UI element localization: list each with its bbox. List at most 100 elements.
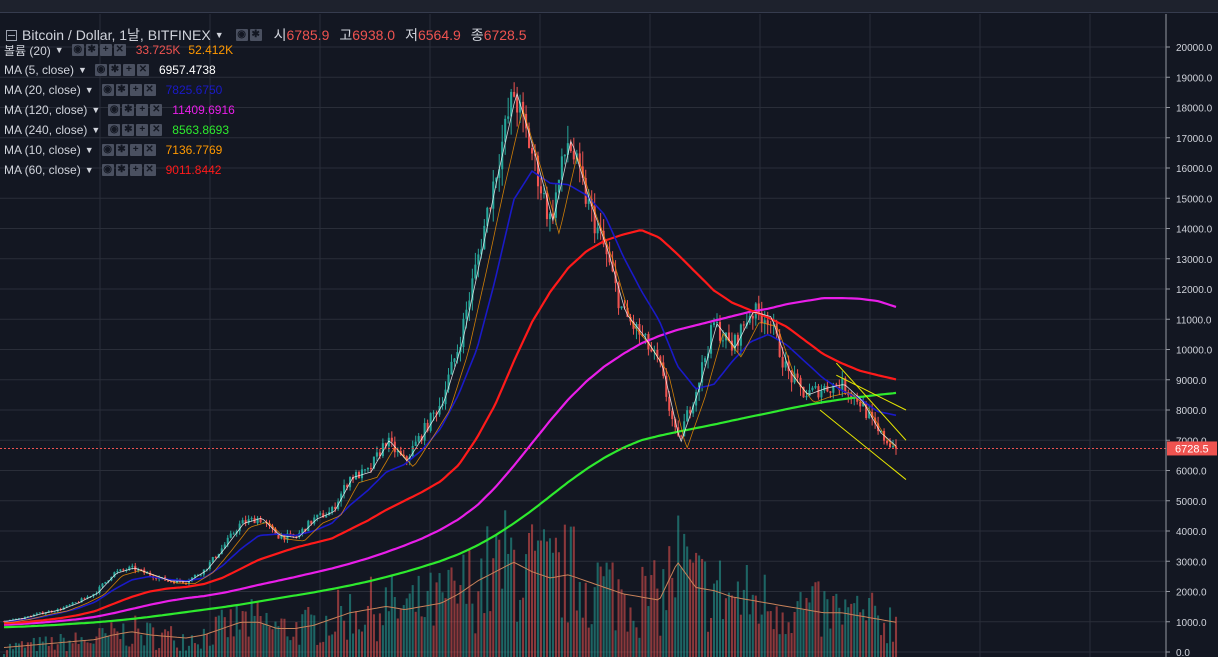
- eye-icon[interactable]: ◉: [108, 124, 121, 136]
- volume-bar: [641, 566, 644, 657]
- volume-bar: [530, 524, 534, 657]
- indicator-name[interactable]: MA (5, close): [4, 63, 75, 77]
- eye-icon[interactable]: ◉: [101, 164, 114, 176]
- indicator-row[interactable]: MA (60, close) ▼ ◉ ✱ + ✕ 9011.8442: [4, 160, 235, 180]
- indicator-name[interactable]: MA (60, close): [4, 163, 81, 177]
- gear-icon[interactable]: ✱: [122, 104, 135, 116]
- volume-bar: [196, 644, 199, 657]
- indicator-row[interactable]: MA (5, close) ▼ ◉ ✱ + ✕ 6957.4738: [4, 60, 235, 80]
- indicator-row[interactable]: MA (10, close) ▼ ◉ ✱ + ✕ 7136.7769: [4, 140, 235, 160]
- collapse-icon[interactable]: [6, 29, 17, 41]
- symbol-title[interactable]: Bitcoin / Dollar, 1날, BITFINEX: [22, 27, 211, 43]
- volume-bar: [178, 650, 182, 657]
- plus-icon[interactable]: +: [99, 44, 112, 56]
- eye-icon[interactable]: ◉: [235, 29, 248, 41]
- volume-bar: [695, 552, 698, 657]
- volume-bar: [387, 611, 390, 657]
- chevron-down-icon[interactable]: ▼: [214, 30, 224, 40]
- chevron-down-icon[interactable]: ▼: [54, 45, 64, 55]
- indicator-row[interactable]: MA (240, close) ▼ ◉ ✱ + ✕ 8563.8693: [4, 120, 235, 140]
- candle-body: [432, 412, 435, 414]
- volume-bar: [262, 623, 265, 657]
- trendline-upper-2: [835, 362, 907, 441]
- candle-body: [402, 454, 405, 457]
- volume-bar: [692, 562, 695, 657]
- volume-bar: [405, 598, 408, 657]
- indicator-row[interactable]: MA (120, close) ▼ ◉ ✱ + ✕ 11409.6916: [4, 100, 235, 120]
- gear-icon[interactable]: ✱: [108, 64, 121, 76]
- eye-icon[interactable]: ◉: [108, 104, 121, 116]
- plus-icon[interactable]: +: [122, 64, 135, 76]
- volume-bar: [611, 562, 614, 657]
- volume-bar: [226, 637, 229, 657]
- eye-icon[interactable]: ◉: [71, 44, 84, 56]
- close-icon[interactable]: ✕: [143, 144, 156, 156]
- gear-icon[interactable]: ✱: [115, 164, 128, 176]
- volume-bar: [859, 612, 862, 657]
- plus-icon[interactable]: +: [136, 104, 149, 116]
- candle-body: [414, 441, 417, 446]
- eye-icon[interactable]: ◉: [101, 84, 114, 96]
- volume-bar: [441, 592, 444, 657]
- candle-body: [751, 315, 754, 319]
- volume-bar: [647, 606, 650, 657]
- indicator-name[interactable]: MA (120, close): [4, 103, 88, 117]
- volume-bar: [668, 546, 671, 657]
- volume-bar: [823, 591, 826, 657]
- chevron-down-icon[interactable]: ▼: [84, 85, 94, 95]
- volume-bar: [337, 589, 340, 657]
- gear-icon[interactable]: ✱: [85, 44, 98, 56]
- close-icon[interactable]: ✕: [150, 124, 163, 136]
- indicator-name[interactable]: MA (20, close): [4, 83, 81, 97]
- close-icon[interactable]: ✕: [143, 84, 156, 96]
- candle-body: [357, 472, 361, 479]
- chevron-down-icon[interactable]: ▼: [91, 105, 101, 115]
- chevron-down-icon[interactable]: ▼: [78, 65, 87, 75]
- candle-body: [557, 179, 560, 193]
- candle-body: [146, 572, 149, 574]
- volume-bar: [480, 558, 483, 657]
- gear-icon[interactable]: ✱: [115, 84, 128, 96]
- plus-icon[interactable]: +: [129, 84, 142, 96]
- chevron-down-icon[interactable]: ▼: [84, 145, 94, 155]
- volume-bar: [748, 614, 751, 657]
- indicator-name[interactable]: 볼륨 (20): [4, 43, 51, 58]
- gear-icon[interactable]: ✱: [122, 124, 135, 136]
- candle-body: [238, 523, 241, 532]
- plus-icon[interactable]: +: [129, 164, 142, 176]
- indicator-value: 11409.6916: [172, 103, 235, 117]
- indicator-name[interactable]: MA (240, close): [4, 123, 88, 137]
- chevron-down-icon[interactable]: ▼: [91, 125, 101, 135]
- eye-icon[interactable]: ◉: [101, 144, 114, 156]
- candle-body: [536, 155, 540, 187]
- indicator-row[interactable]: MA (20, close) ▼ ◉ ✱ + ✕ 7825.6750: [4, 80, 235, 100]
- volume-bar: [170, 626, 173, 657]
- close-icon[interactable]: ✕: [113, 44, 126, 56]
- candle-body: [787, 361, 790, 372]
- close-icon[interactable]: ✕: [150, 104, 163, 116]
- indicator-row[interactable]: 볼륨 (20) ▼ ◉ ✱ + ✕ 33.725K 52.412K: [4, 40, 235, 60]
- volume-bar: [865, 620, 868, 657]
- volume-bar: [408, 593, 411, 657]
- gear-icon[interactable]: ✱: [249, 29, 262, 41]
- volume-bar: [450, 567, 453, 657]
- volume-bar: [289, 640, 292, 657]
- volume-bar: [313, 615, 316, 657]
- plus-icon[interactable]: +: [129, 144, 142, 156]
- candle-body: [128, 566, 131, 570]
- candle-body: [495, 177, 498, 182]
- close-icon[interactable]: ✕: [143, 164, 156, 176]
- volume-bar: [149, 623, 152, 657]
- close-icon[interactable]: ✕: [136, 64, 149, 76]
- candle-body: [548, 213, 551, 220]
- indicator-name[interactable]: MA (10, close): [4, 143, 81, 157]
- volume-bar: [369, 576, 372, 657]
- plus-icon[interactable]: +: [136, 124, 149, 136]
- chevron-down-icon[interactable]: ▼: [84, 165, 94, 175]
- eye-icon[interactable]: ◉: [94, 64, 107, 76]
- volume-bar: [101, 628, 104, 657]
- volume-bar: [754, 595, 757, 657]
- volume-bar: [113, 628, 116, 657]
- gear-icon[interactable]: ✱: [115, 144, 128, 156]
